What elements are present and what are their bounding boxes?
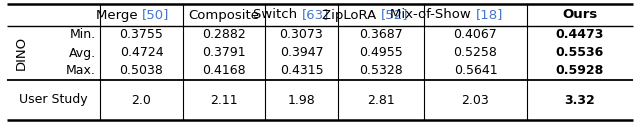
Text: [18]: [18] (476, 9, 503, 21)
Text: 3.32: 3.32 (564, 93, 595, 107)
Text: 0.3791: 0.3791 (202, 46, 246, 60)
Text: 2.0: 2.0 (132, 93, 152, 107)
Text: [52]: [52] (381, 9, 408, 21)
Text: 0.2882: 0.2882 (202, 29, 246, 41)
Text: 0.3073: 0.3073 (280, 29, 323, 41)
Text: 1.98: 1.98 (287, 93, 316, 107)
Text: 0.5641: 0.5641 (454, 65, 497, 77)
Text: Ours: Ours (563, 9, 598, 21)
Text: 0.5258: 0.5258 (454, 46, 497, 60)
Text: 0.4473: 0.4473 (556, 29, 604, 41)
Text: Mix-of-Show: Mix-of-Show (390, 9, 476, 21)
Text: 0.5038: 0.5038 (120, 65, 163, 77)
Text: Merge: Merge (95, 9, 141, 21)
Text: 2.81: 2.81 (367, 93, 395, 107)
Text: 0.3947: 0.3947 (280, 46, 323, 60)
Text: 0.4168: 0.4168 (202, 65, 246, 77)
Text: 0.5536: 0.5536 (556, 46, 604, 60)
Text: 0.3755: 0.3755 (120, 29, 163, 41)
Text: 2.03: 2.03 (461, 93, 490, 107)
Text: 2.11: 2.11 (210, 93, 238, 107)
Text: User Study: User Study (19, 93, 88, 107)
Text: 0.5928: 0.5928 (556, 65, 604, 77)
Text: [50]: [50] (141, 9, 169, 21)
Text: 0.5328: 0.5328 (359, 65, 403, 77)
Text: Avg.: Avg. (69, 46, 96, 60)
Text: 0.4067: 0.4067 (454, 29, 497, 41)
Text: Max.: Max. (66, 65, 96, 77)
Text: Switch: Switch (253, 9, 301, 21)
Text: 0.3687: 0.3687 (359, 29, 403, 41)
Text: DINO: DINO (15, 36, 28, 70)
Text: Min.: Min. (70, 29, 96, 41)
Text: 0.4955: 0.4955 (359, 46, 403, 60)
Text: 0.4315: 0.4315 (280, 65, 323, 77)
Text: [63]: [63] (301, 9, 329, 21)
Text: 0.4724: 0.4724 (120, 46, 163, 60)
Text: Composite: Composite (189, 9, 259, 21)
Text: ZipLoRA: ZipLoRA (323, 9, 381, 21)
